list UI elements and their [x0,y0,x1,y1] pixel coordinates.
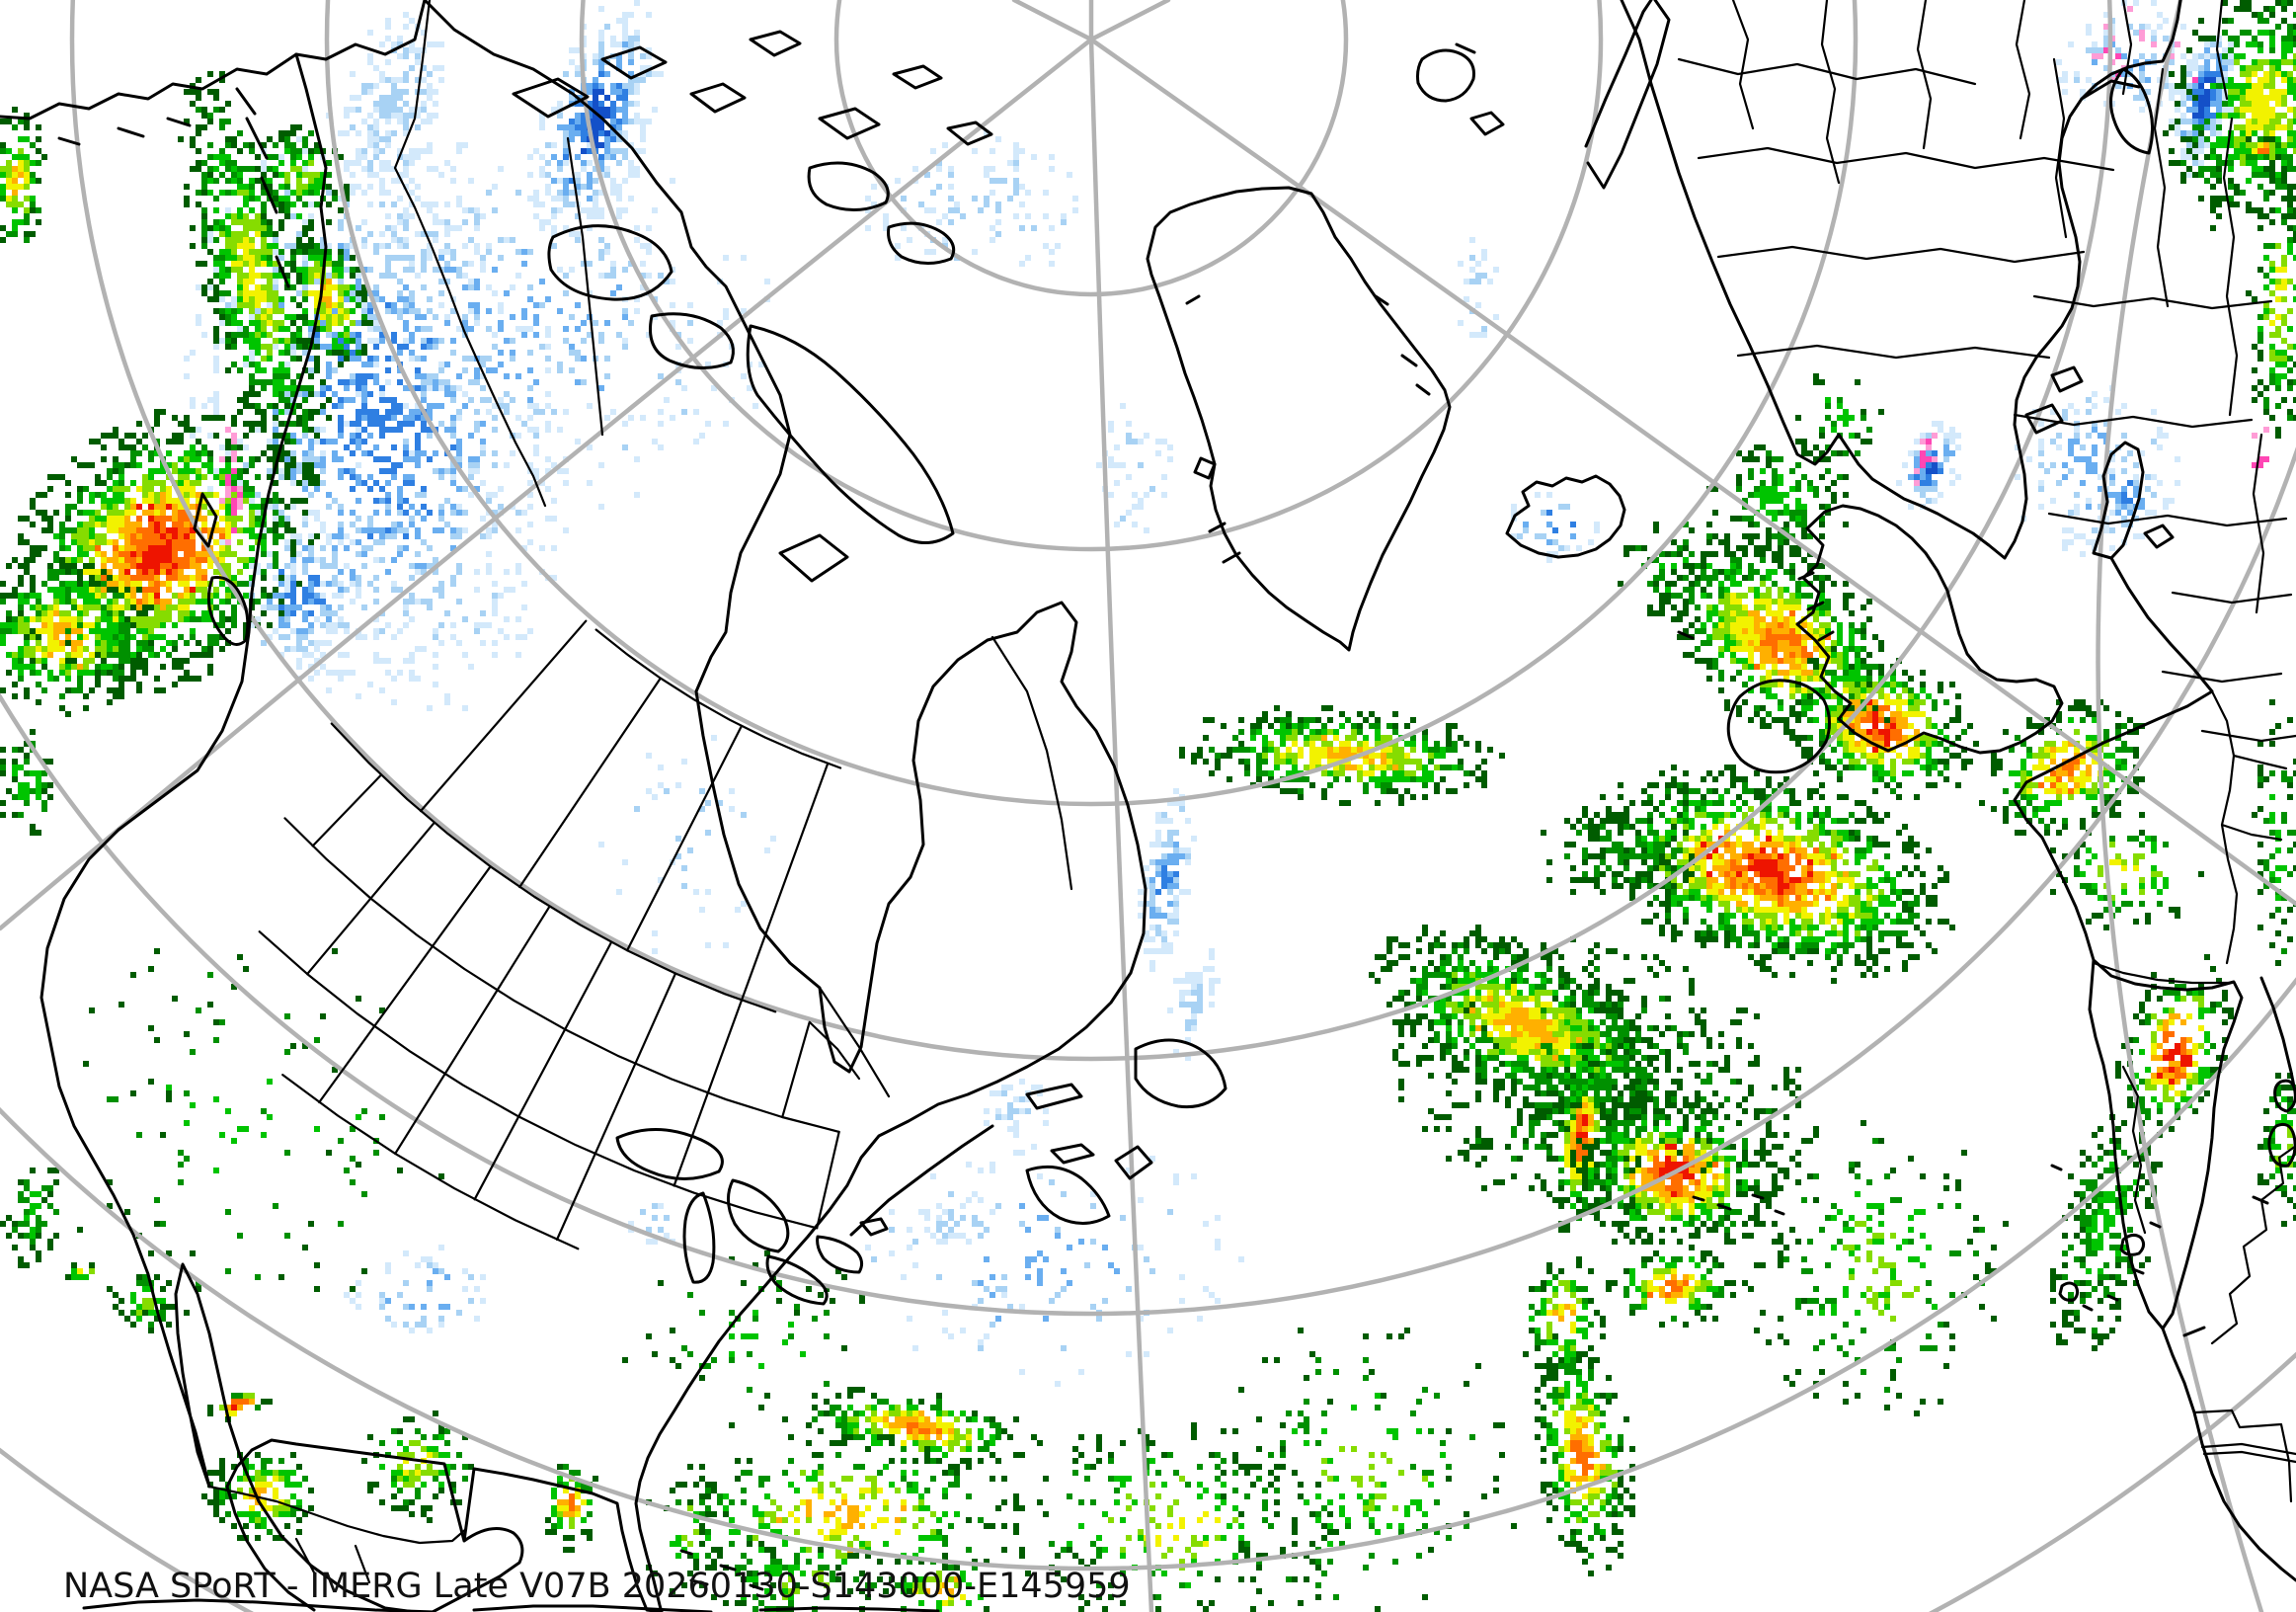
political-borders [207,0,2296,1584]
product-title-label: NASA SPoRT - IMERG Late V07B 20260130-S1… [63,1567,1131,1606]
